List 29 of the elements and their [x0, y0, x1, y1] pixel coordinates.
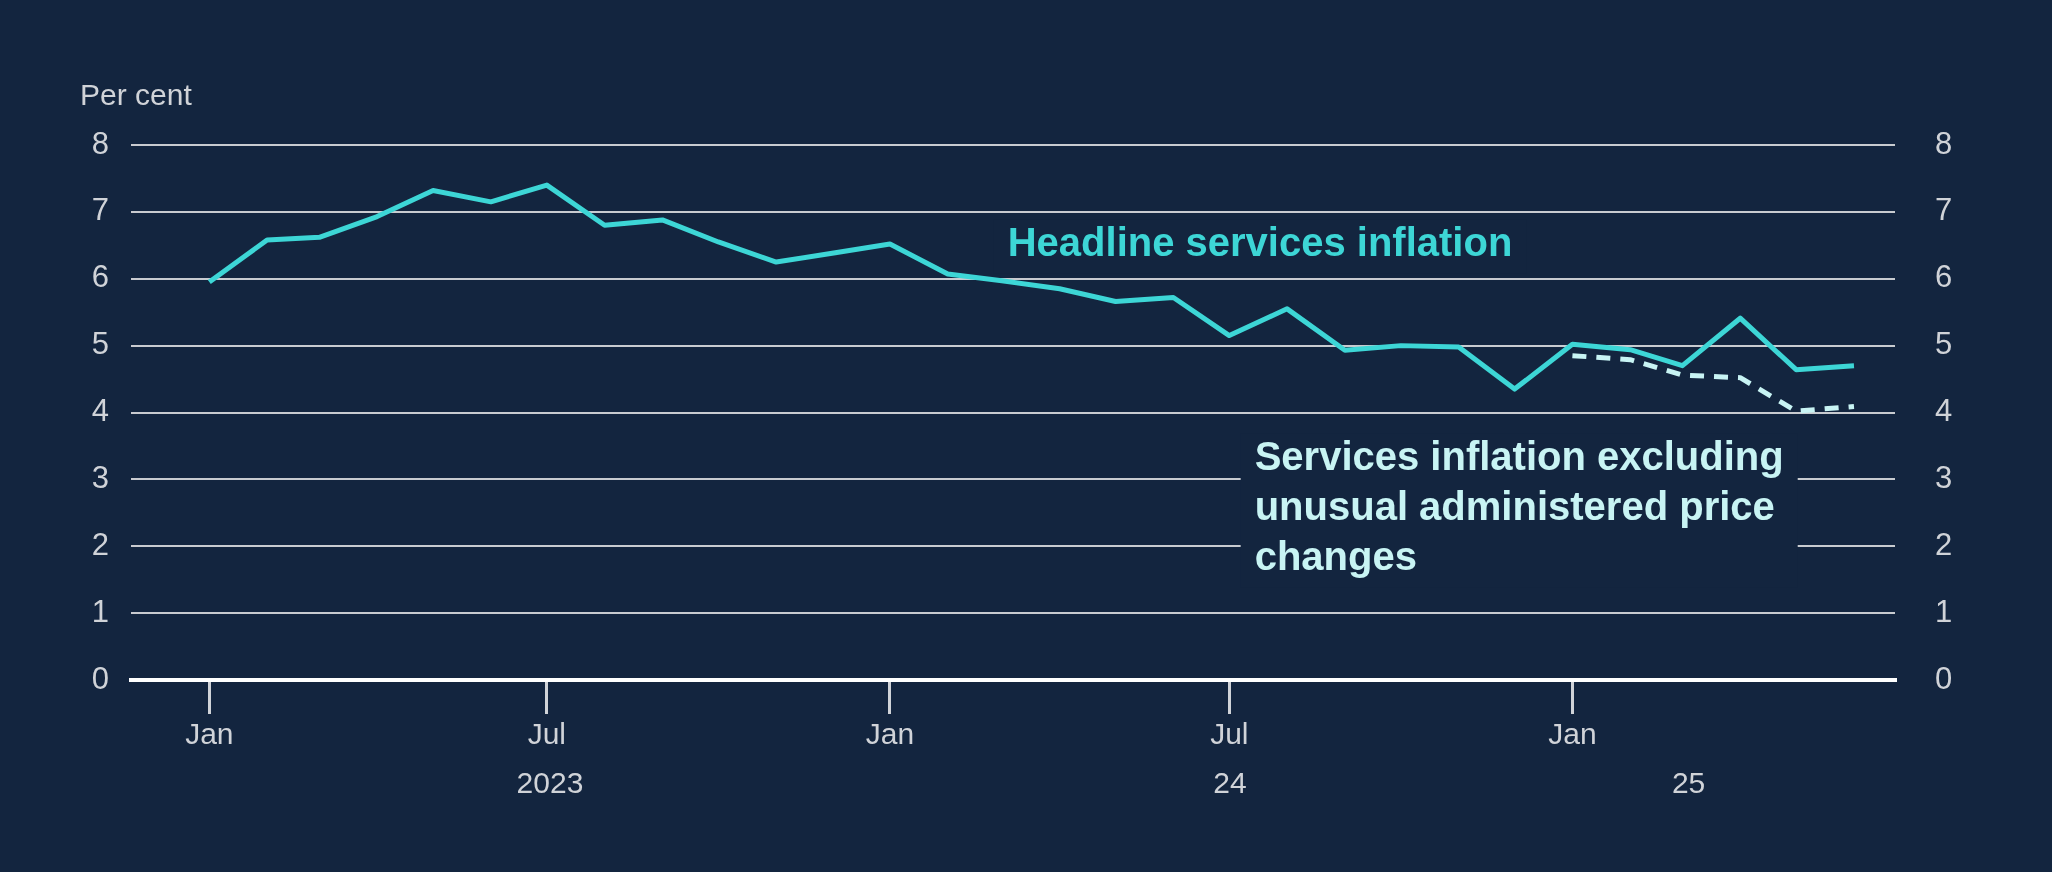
y2-tick-label: 2 — [1935, 526, 1953, 562]
y-tick-label: 1 — [91, 593, 109, 629]
y2-tick-label: 4 — [1935, 393, 1953, 429]
y2-tick-label: 8 — [1935, 125, 1953, 161]
y-tick-label: 4 — [91, 393, 109, 429]
y2-tick-label: 7 — [1935, 192, 1953, 228]
x-tick-label: Jul — [1210, 717, 1249, 751]
y2-tick-label: 0 — [1935, 660, 1953, 696]
x-tick-label: Jan — [185, 717, 234, 751]
y-tick-label: 6 — [91, 259, 109, 295]
y-tick-label: 8 — [91, 125, 109, 161]
y-tick-label: 7 — [91, 192, 109, 228]
y2-tick-label: 3 — [1935, 459, 1953, 495]
text: 2023 — [516, 766, 584, 800]
y-tick-label: 0 — [91, 660, 109, 696]
y2-tick-label: 6 — [1935, 259, 1953, 295]
series-label: Services inflation excluding unusual administered price changes — [1254, 434, 1784, 579]
y-tick-label: 2 — [91, 526, 109, 562]
y2-tick-label: 5 — [1935, 326, 1953, 362]
text: 25 — [1671, 766, 1706, 800]
x-tick-label: Jul — [527, 717, 567, 751]
y-tick-label: 5 — [91, 326, 109, 362]
y-tick-label: 3 — [91, 459, 109, 495]
y2-tick-label: 1 — [1935, 593, 1953, 629]
y-axis-title: Per cent — [80, 78, 193, 111]
x-tick-label: Jan — [1548, 717, 1597, 751]
series-label: Headline services inflation — [1007, 220, 1513, 265]
text: 24 — [1213, 766, 1247, 800]
x-tick-label: Jan — [865, 717, 915, 751]
